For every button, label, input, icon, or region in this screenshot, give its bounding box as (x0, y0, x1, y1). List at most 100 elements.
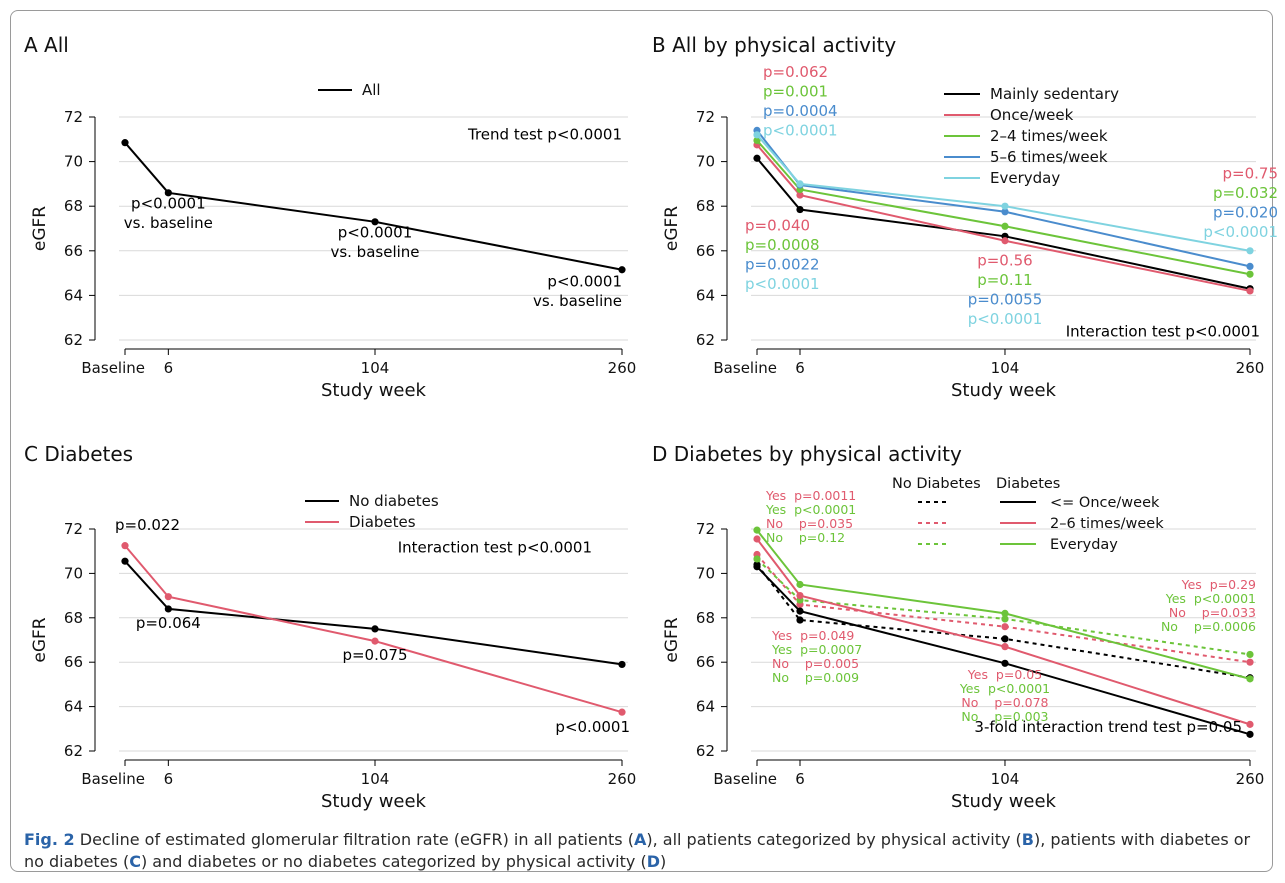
chart-title: B All by physical activity (652, 33, 896, 57)
data-point (371, 625, 379, 633)
chart-title: C Diabetes (24, 442, 133, 466)
x-tick-label: 104 (991, 770, 1020, 788)
y-tick-label: 72 (696, 108, 715, 126)
annotation-text: Yes p<0.0001 (1165, 591, 1256, 606)
data-point (753, 154, 761, 162)
data-point (1246, 247, 1254, 255)
data-point (1001, 237, 1009, 245)
x-tick-label: Baseline (81, 770, 145, 788)
data-point (618, 660, 626, 669)
chart-panel-b: B All by physical activity 62 64 66 68 70 72 eG… (652, 33, 1278, 401)
data-point (121, 542, 129, 550)
y-tick-label: 62 (64, 742, 83, 760)
series-line (756, 157, 1251, 290)
annotation-text: No p=0.003 (961, 709, 1048, 724)
data-point (1001, 202, 1009, 210)
data-point (753, 131, 761, 139)
legend-label: Everyday (990, 169, 1060, 187)
annotation-text: Yes p=0.0011 (765, 488, 856, 503)
y-tick-label: 70 (696, 564, 715, 582)
figure-frame (10, 10, 1273, 872)
chart-title: A All (24, 33, 69, 57)
annotation-text: p<0.0001 (338, 223, 413, 241)
annotation-text: 3-fold interaction trend test p=0.05 (974, 718, 1242, 736)
series-line (756, 538, 1251, 726)
x-tick-label: Baseline (713, 359, 777, 377)
data-point (1246, 730, 1254, 738)
chart-panel-d: D Diabetes by physical activity 62 64 66 68 7… (652, 442, 1264, 812)
legend-label: 2–6 times/week (1050, 516, 1164, 532)
annotation-text: p<0.0001 (547, 272, 622, 290)
annotation-text: p=0.56 (977, 251, 1033, 269)
y-tick-label: 72 (696, 520, 715, 538)
data-point (1246, 287, 1254, 295)
annotation-text: No p=0.035 (766, 516, 853, 531)
chart-title: D Diabetes by physical activity (652, 442, 962, 466)
annotation-text: No p=0.033 (1169, 605, 1256, 620)
annotation-text: Yes p=0.049 (771, 628, 854, 643)
y-tick-label: 64 (64, 698, 83, 716)
legend-label: Everyday (1050, 537, 1118, 553)
data-point (796, 180, 804, 188)
x-axis-label: Study week (321, 791, 427, 812)
legend-label: 2–4 times/week (990, 127, 1108, 145)
annotation-text: p=0.0004 (763, 102, 838, 120)
y-tick-label: 62 (696, 331, 715, 349)
data-point (121, 139, 129, 147)
caption-segment: D (646, 852, 660, 871)
data-point (796, 607, 804, 615)
data-point (753, 535, 761, 543)
y-tick-label: 68 (696, 197, 715, 215)
x-tick-label: 104 (361, 770, 390, 788)
annotation-text: p=0.032 (1213, 184, 1278, 202)
y-tick-label: 68 (64, 609, 83, 627)
annotation-text: No p=0.005 (772, 656, 859, 671)
data-point (796, 616, 804, 624)
annotation-text: Interaction test p<0.0001 (398, 538, 592, 556)
figure-caption: Fig. 2 Decline of estimated glomerular f… (24, 829, 1264, 873)
data-point (753, 526, 761, 534)
x-tick-label: 6 (795, 359, 805, 377)
series-line (756, 529, 1251, 680)
series-line (756, 144, 1251, 292)
x-tick-label: 260 (608, 770, 637, 788)
annotation-text: Yes p=0.0007 (771, 642, 862, 657)
x-axis-label: Study week (951, 380, 1057, 401)
data-point (1001, 208, 1009, 216)
series-line (124, 545, 623, 714)
y-tick-label: 66 (64, 242, 83, 260)
x-tick-label: 6 (795, 770, 805, 788)
x-tick-label: Baseline (81, 359, 145, 377)
annotation-text: p=0.0022 (745, 256, 820, 274)
x-tick-label: 260 (1236, 359, 1265, 377)
data-point (753, 555, 761, 563)
series-line (756, 566, 1251, 736)
annotation-text: No p=0.078 (961, 695, 1048, 710)
annotation-text: Yes p=0.29 (1181, 577, 1256, 592)
annotation-text: p<0.0001 (1203, 223, 1278, 241)
data-point (1001, 635, 1009, 643)
legend-label: 5–6 times/week (990, 148, 1108, 166)
y-tick-label: 66 (696, 242, 715, 260)
data-point (1246, 270, 1254, 278)
data-point (1001, 615, 1009, 623)
y-axis-label: eGFR (662, 206, 682, 251)
data-point (371, 218, 379, 226)
annotation-text: No p=0.009 (772, 670, 859, 685)
data-point (753, 563, 761, 571)
y-tick-label: 62 (64, 331, 83, 349)
caption-segment: ) (659, 852, 667, 871)
legend-header: Diabetes (996, 476, 1060, 492)
data-point (753, 136, 761, 145)
legend-label: <= Once/week (1050, 495, 1160, 511)
annotation-text: vs. baseline (533, 292, 622, 310)
annotation-text: p<0.0001 (968, 310, 1043, 328)
y-tick-label: 66 (64, 653, 83, 671)
annotation-text: p=0.001 (763, 82, 828, 100)
data-point (1246, 720, 1254, 728)
legend-label: Diabetes (349, 513, 416, 531)
caption-segment: ), all patients categorized by physical … (646, 830, 1022, 849)
data-point (164, 189, 172, 197)
annotation-text: No p=0.12 (766, 530, 845, 545)
